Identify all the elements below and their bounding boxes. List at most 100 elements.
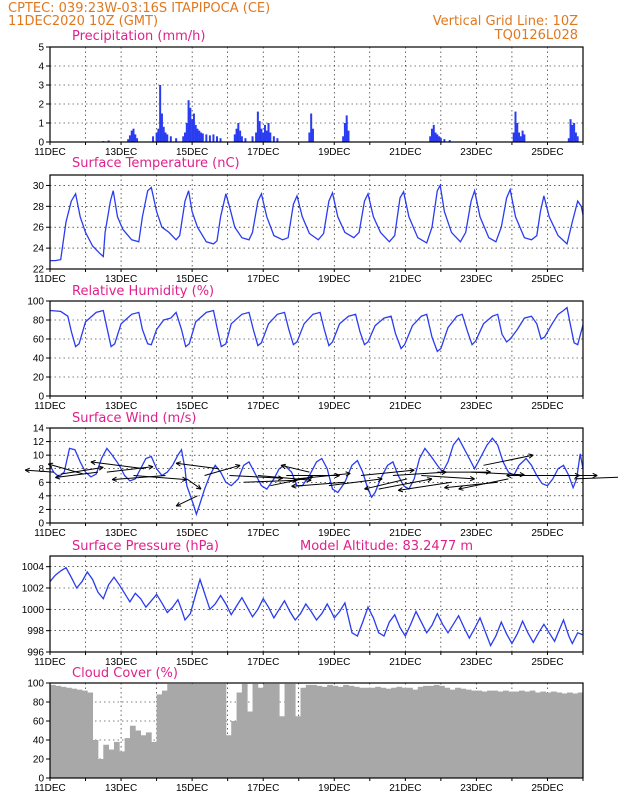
cloud-bar [524, 691, 531, 778]
wind-arrow [176, 462, 219, 470]
precip-bar [235, 128, 238, 142]
cloud-bar [487, 690, 493, 778]
cloud-bar [561, 693, 568, 778]
series-line [49, 566, 584, 648]
x-tick-label: 19DEC [318, 401, 350, 412]
wind-arrow [483, 454, 534, 466]
y-tick-label: 60 [33, 717, 45, 728]
panel-frame [49, 300, 584, 397]
cloud-bar [55, 685, 62, 778]
wind-arrow [378, 478, 433, 490]
y-tick-label: 8 [38, 464, 44, 475]
cloud-bar [97, 759, 104, 778]
wind-arrow [280, 464, 310, 473]
y-tick-label: 12 [33, 437, 45, 448]
precip-bar [272, 136, 275, 142]
cloud-bar [465, 689, 472, 778]
y-tick-label: 26 [33, 223, 45, 234]
wind-arrow [398, 481, 452, 491]
cloud-bar [391, 687, 397, 778]
y-tick-label: 998 [27, 626, 44, 637]
cloud-bar [337, 686, 344, 778]
panel-1: Surface Temperature (nC) 22 24 26 28 30 11DEC 1… [33, 156, 584, 285]
y-tick-label: 3 [38, 81, 44, 92]
panel-frame [49, 46, 584, 143]
x-tick-label: 23DEC [460, 274, 492, 285]
precip-bar [439, 138, 442, 142]
model-code: TQ0126L028 [494, 28, 578, 43]
cloud-bar [50, 684, 56, 778]
wind-arrow [48, 463, 84, 475]
cloud-bar [348, 685, 355, 778]
precip-bar [269, 132, 272, 142]
wind-arrow-head [175, 501, 182, 507]
cloud-bar [439, 685, 445, 778]
cloud-bar [572, 693, 579, 778]
cloud-bar [145, 732, 152, 778]
x-tick-label: 21DEC [389, 783, 421, 794]
x-tick-label: 15DEC [176, 783, 208, 794]
x-tick-label: 23DEC [460, 147, 492, 158]
y-tick-label: 14 [33, 424, 45, 435]
cloud-bar [412, 689, 419, 778]
cloud-bar [225, 735, 232, 778]
x-tick-label: 25DEC [531, 783, 563, 794]
cloud-bar [103, 744, 110, 778]
wind-arrow-head [148, 464, 154, 470]
cloud-bar [161, 690, 168, 778]
panel-title: Precipitation (mm/h) [72, 29, 205, 44]
precip-bar [134, 134, 137, 142]
x-tick-label: 13DEC [105, 528, 137, 539]
precip-bar [258, 121, 261, 142]
precip-bar [567, 138, 570, 142]
precip-bar [233, 134, 236, 142]
y-tick-label: 1000 [22, 605, 45, 616]
wind-arrow-head [397, 487, 404, 493]
precip-bar [436, 134, 439, 142]
panel-title: Surface Wind (m/s) [72, 411, 196, 426]
cloud-bar [135, 730, 142, 778]
precip-bar [169, 136, 172, 142]
x-tick-label: 17DEC [247, 528, 279, 539]
x-tick-label: 19DEC [318, 274, 350, 285]
cloud-bar [209, 683, 216, 778]
precip-bar [523, 134, 526, 142]
cloud-bar [247, 711, 253, 778]
precip-bar [263, 124, 266, 142]
cloud-bar [215, 683, 221, 778]
cloud-bar [503, 690, 509, 778]
y-tick-label: 20 [33, 755, 45, 766]
cloud-bar [257, 687, 264, 778]
precip-bar [130, 130, 133, 142]
x-tick-label: 23DEC [460, 657, 492, 668]
x-tick-label: 11DEC [34, 147, 66, 158]
x-tick-label: 13DEC [105, 657, 137, 668]
x-tick-label: 17DEC [247, 401, 279, 412]
cloud-bar [284, 683, 291, 778]
wind-arrow [175, 495, 198, 507]
precip-bar [265, 130, 268, 142]
cloud-bar [305, 684, 312, 778]
cloud-bar [343, 684, 349, 778]
wind-arrow-head [90, 459, 96, 466]
x-tick-label: 11DEC [34, 274, 66, 285]
cloud-bar [407, 687, 413, 778]
cloud-bar [385, 688, 392, 778]
x-tick-label: 17DEC [247, 783, 279, 794]
wind-arrow [458, 478, 509, 490]
precip-bar [429, 136, 432, 142]
cloud-bar [167, 683, 173, 778]
precip-bar [200, 132, 203, 142]
precip-bar [262, 132, 265, 142]
wind-arrow [133, 475, 187, 481]
precip-bar [159, 85, 162, 142]
cloud-bar [535, 692, 541, 778]
wind-arrow-head [469, 476, 475, 482]
cloud-bar [311, 684, 317, 778]
panel-5: Cloud Cover (%) 0 20 40 60 80 100 11DEC 13DEC 15D… [27, 666, 584, 794]
wind-arrow-head [291, 483, 297, 489]
cloud-bar [508, 691, 515, 778]
precip-bar [184, 132, 187, 142]
run-time-header: 11DEC2020 10Z (GMT) [8, 14, 158, 29]
precip-bar [175, 138, 178, 142]
